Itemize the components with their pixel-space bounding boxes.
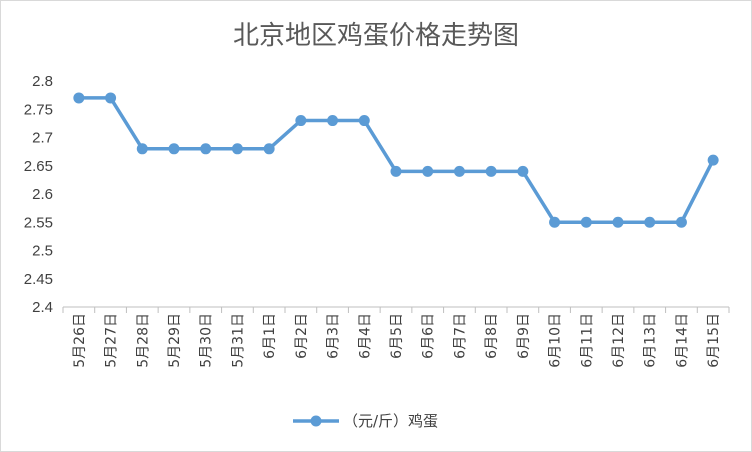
x-tick-label: 6月12日 — [611, 313, 627, 368]
x-tick-label: 6月6日 — [421, 313, 437, 359]
x-tick-label: 6月9日 — [516, 313, 532, 359]
x-tick-label: 6月15日 — [706, 313, 722, 368]
x-tick-label: 5月27日 — [104, 313, 120, 368]
y-tick-label: 2.4 — [32, 299, 53, 316]
x-tick-label: 5月29日 — [167, 313, 183, 368]
y-tick-label: 2.55 — [24, 214, 53, 231]
y-tick-label: 2.45 — [24, 271, 53, 288]
data-point — [549, 216, 561, 228]
data-point — [707, 154, 719, 166]
x-tick-label: 5月28日 — [135, 313, 151, 368]
x-tick-label: 6月2日 — [294, 313, 310, 359]
data-point — [422, 165, 434, 177]
data-point — [327, 115, 339, 127]
data-point — [200, 143, 212, 155]
x-tick-label: 5月26日 — [72, 313, 88, 368]
data-point — [168, 143, 180, 155]
x-tick-label: 5月30日 — [199, 313, 215, 368]
x-tick-label: 6月3日 — [326, 313, 342, 359]
data-point — [295, 115, 307, 127]
data-point — [390, 165, 402, 177]
x-tick-label: 6月11日 — [579, 313, 595, 368]
data-point — [73, 92, 85, 104]
data-point — [231, 143, 243, 155]
data-point — [580, 216, 592, 228]
data-point — [612, 216, 624, 228]
y-tick-label: 2.6 — [32, 186, 53, 203]
y-axis: 2.4 2.45 2.5 2.55 2.6 2.65 2.7 2.75 2.8 — [24, 73, 53, 316]
y-tick-label: 2.8 — [32, 73, 53, 90]
x-tick-label: 6月5日 — [389, 313, 405, 359]
y-tick-label: 2.75 — [24, 101, 53, 118]
data-point — [485, 165, 497, 177]
chart-title: 北京地区鸡蛋价格走势图 — [233, 21, 519, 51]
legend-label: （元/斤）鸡蛋 — [343, 412, 438, 430]
x-axis: 5月26日 5月27日 5月28日 5月29日 5月30日 5月31日 6月1日 6月2日 6月… — [62, 306, 730, 368]
series-layer — [73, 92, 719, 228]
y-tick-label: 2.65 — [24, 158, 53, 175]
x-tick-label: 6月10日 — [548, 313, 564, 368]
legend-marker — [310, 415, 322, 427]
data-point — [453, 165, 465, 177]
data-point — [517, 165, 529, 177]
data-point — [675, 216, 687, 228]
y-tick-label: 2.5 — [32, 243, 53, 260]
series-line — [77, 96, 715, 225]
x-tick-label: 6月7日 — [452, 313, 468, 359]
x-tick-label: 6月1日 — [262, 313, 278, 359]
x-tick-label: 6月14日 — [674, 313, 690, 368]
data-point — [105, 92, 117, 104]
data-point — [358, 115, 370, 127]
data-point — [644, 216, 656, 228]
data-point — [136, 143, 148, 155]
data-point — [263, 143, 275, 155]
x-tick-label: 5月31日 — [230, 313, 246, 368]
x-tick-label: 6月8日 — [484, 313, 500, 359]
legend: （元/斤）鸡蛋 — [293, 412, 438, 430]
y-tick-label: 2.7 — [32, 130, 53, 147]
x-tick-label: 6月13日 — [643, 313, 659, 368]
x-tick-label: 6月4日 — [357, 313, 373, 359]
